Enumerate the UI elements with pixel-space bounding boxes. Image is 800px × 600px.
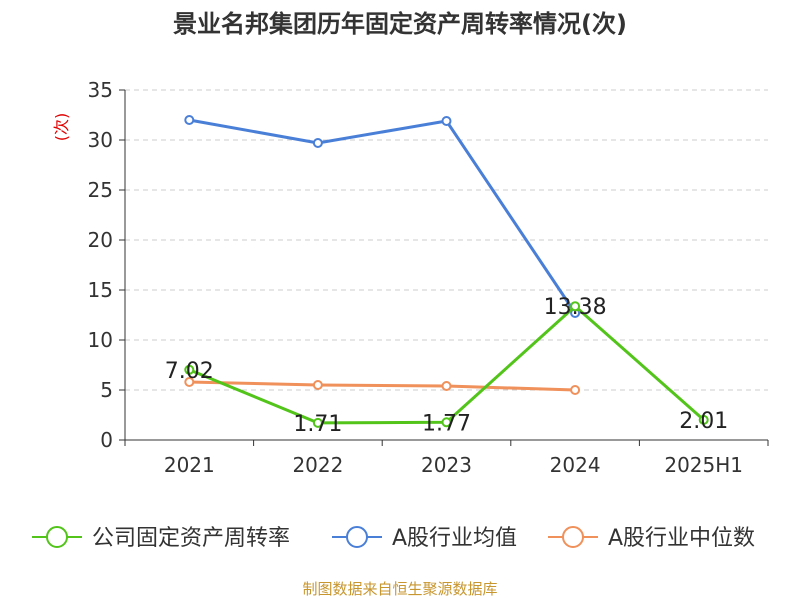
series-line-2 <box>189 380 576 392</box>
y-tick-label-25: 25 <box>88 178 113 202</box>
x-tick-label-2022: 2022 <box>292 453 343 477</box>
series-line-0 <box>188 304 705 425</box>
point-s0-2024 <box>570 301 581 312</box>
x-tick-label-2023: 2023 <box>421 453 472 477</box>
data-label-2022: 1.71 <box>293 412 342 437</box>
legend-label-2: A股行业中位数 <box>608 526 755 551</box>
legend-marker-2 <box>562 526 584 548</box>
y-tick-label-35: 35 <box>88 78 113 102</box>
point-s1-2023 <box>441 116 452 126</box>
y-tick-label-20: 20 <box>88 228 113 252</box>
y-tick-label-15: 15 <box>88 278 113 302</box>
point-s0-2021 <box>184 364 195 375</box>
legend-label-1: A股行业均值 <box>392 526 517 551</box>
source-note: 制图数据来自恒生聚源数据库 <box>302 580 497 598</box>
legend: 公司固定资产周转率 A股行业均值 A股行业中位数 <box>32 526 755 551</box>
data-label-2023: 1.77 <box>422 411 471 436</box>
series-line-1 <box>189 118 577 314</box>
legend-label-0: 公司固定资产周转率 <box>92 526 290 551</box>
point-s2-2024 <box>570 385 581 395</box>
point-s1-2022 <box>312 138 323 148</box>
y-tick-label-30: 30 <box>88 128 113 152</box>
gridlines <box>125 89 768 391</box>
series-lines <box>184 115 709 428</box>
data-label-2024: 13.38 <box>544 295 607 320</box>
y-tick-label-5: 5 <box>100 378 113 402</box>
point-s0-2025H1 <box>698 414 709 425</box>
x-tick-label-2024: 2024 <box>550 453 601 477</box>
point-s1-2021 <box>184 115 195 125</box>
data-label-2021: 7.02 <box>165 359 214 384</box>
x-tick-label-2021: 2021 <box>164 453 215 477</box>
y-tick-label-0: 0 <box>100 428 113 452</box>
y-axis-label: (次) <box>52 113 71 142</box>
y-tick-label-10: 10 <box>88 328 113 352</box>
point-s2-2022 <box>312 380 323 390</box>
legend-marker-1 <box>346 526 368 548</box>
point-s0-2022 <box>312 417 323 428</box>
x-tick-label-2025H1: 2025H1 <box>664 453 743 477</box>
point-s2-2021 <box>184 377 195 387</box>
point-s2-2023 <box>441 381 452 391</box>
point-s0-2023 <box>441 417 452 428</box>
legend-marker-0 <box>46 526 68 548</box>
axes: 0 5 10 15 20 25 30 35 2021 2022 2023 2024 2025H1 <box>88 78 769 477</box>
chart-title: 景业名邦集团历年固定资产周转率情况(次) <box>173 10 627 38</box>
data-labels: 7.02 1.71 1.77 13.38 2.01 <box>165 295 728 437</box>
data-label-2025H1: 2.01 <box>679 409 728 434</box>
